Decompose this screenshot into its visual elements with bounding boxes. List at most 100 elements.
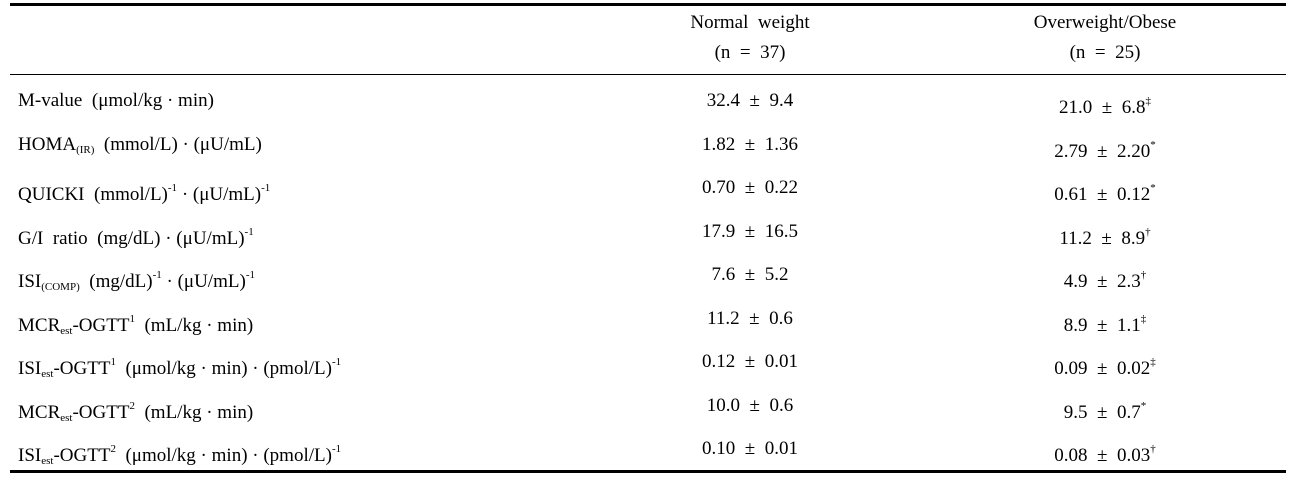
row-unit: (mg/dL): [79, 271, 153, 292]
row-unit: (mmol/L) · (μU/mL): [94, 133, 262, 155]
row-label-superscript: 2: [129, 399, 135, 412]
overweight-obese-cell: 0.09 ± 0.02‡: [960, 340, 1250, 391]
overweight-obese-value: 11.2 ± 8.9: [1059, 227, 1146, 249]
overweight-obese-value: 9.5 ± 0.7: [1063, 401, 1141, 423]
row-label: ISIest-OGTT1 (μmol/kg · min) · (pmol/L)-…: [18, 340, 341, 396]
row-unit: (μmol/kg · min): [82, 90, 214, 111]
row-label-subscript: (IR): [76, 143, 95, 156]
row-label-main: MCR: [18, 401, 61, 423]
significance-mark: *: [1150, 138, 1156, 151]
overweight-obese-value: 0.61 ± 0.12: [1054, 184, 1151, 205]
significance-mark: ‡: [1145, 95, 1151, 107]
table-row: ISIest-OGTT2 (μmol/kg · min) · (pmol/L)-…: [0, 427, 1294, 471]
row-label-main: ISI: [18, 445, 42, 466]
row-label-main: G/I ratio: [18, 227, 88, 249]
table-row: MCRest-OGTT2 (mL/kg · min) 10.0 ± 0.6 9.5 …: [0, 384, 1294, 428]
row-label-suffix: -OGTT: [72, 314, 130, 336]
row-label-superscript: 2: [110, 443, 116, 455]
row-label-main: MCR: [18, 314, 61, 336]
row-unit-exponent: -1: [167, 182, 178, 194]
normal-weight-value: 11.2 ± 0.6: [707, 307, 793, 329]
row-label: QUICKI (mmol/L)-1 · (μU/mL)-1: [18, 166, 270, 217]
row-label-subscript: est: [60, 324, 73, 337]
overweight-obese-value: 0.09 ± 0.02: [1054, 358, 1151, 379]
row-unit: (μmol/kg · min) · (pmol/L): [115, 445, 332, 466]
row-label: MCRest-OGTT1 (mL/kg · min): [18, 297, 253, 353]
row-label-main: ISI: [18, 271, 42, 292]
significance-mark: *: [1150, 182, 1156, 194]
row-unit: (mL/kg · min): [134, 314, 254, 336]
table-row: QUICKI (mmol/L)-1 · (μU/mL)-1 0.70 ± 0.22…: [0, 166, 1294, 210]
row-unit-part2: · (μU/mL): [177, 184, 262, 205]
normal-weight-value: 0.10 ± 0.01: [702, 438, 798, 459]
row-label-main: ISI: [18, 358, 42, 379]
normal-weight-value: 0.70 ± 0.22: [702, 177, 798, 198]
row-unit-exponent: -1: [152, 269, 162, 281]
row-unit-part2-exponent: -1: [261, 182, 271, 194]
overweight-obese-cell: 4.9 ± 2.3†: [960, 253, 1250, 304]
overweight-obese-cell: 0.08 ± 0.03†: [960, 427, 1250, 478]
overweight-obese-cell: 0.61 ± 0.12*: [960, 166, 1250, 217]
overweight-obese-value: 21.0 ± 6.8: [1059, 97, 1146, 118]
row-label: ISI(COMP) (mg/dL)-1 · (μU/mL)-1: [18, 253, 255, 309]
header-normal-weight-title: Normal weight: [690, 12, 810, 33]
row-unit: (mg/dL) · (μU/mL): [87, 227, 245, 249]
overweight-obese-cell: 9.5 ± 0.7*: [960, 384, 1250, 435]
row-label-superscript: 1: [129, 312, 135, 325]
normal-weight-value: 7.6 ± 5.2: [711, 264, 789, 285]
row-label: ISIest-OGTT2 (μmol/kg · min) · (pmol/L)-…: [18, 427, 341, 483]
row-label-subscript: (COMP): [41, 281, 80, 293]
row-label-suffix: -OGTT: [53, 445, 111, 466]
overweight-obese-value: 8.9 ± 1.1: [1063, 314, 1141, 336]
row-unit-part2: · (μU/mL): [161, 271, 246, 292]
significance-mark: *: [1140, 399, 1147, 412]
table-row: ISIest-OGTT1 (μmol/kg · min) · (pmol/L)-…: [0, 340, 1294, 384]
row-unit-exponent: -1: [244, 225, 254, 238]
overweight-obese-value: 4.9 ± 2.3: [1063, 271, 1141, 292]
overweight-obese-cell: 8.9 ± 1.1‡: [960, 297, 1250, 348]
header-normal-weight: Normal weight (n = 37): [600, 8, 900, 68]
significance-mark: †: [1150, 443, 1156, 455]
row-label-main: QUICKI: [18, 184, 85, 205]
row-label: MCRest-OGTT2 (mL/kg · min): [18, 384, 253, 440]
significance-mark: ‡: [1150, 356, 1156, 368]
header-overweight-obese-title: Overweight/Obese: [1033, 12, 1177, 33]
row-label: G/I ratio (mg/dL) · (μU/mL)-1: [18, 210, 254, 261]
significance-mark: †: [1140, 269, 1147, 281]
table-row: ISI(COMP) (mg/dL)-1 · (μU/mL)-1 7.6 ± 5.2…: [0, 253, 1294, 297]
row-label-suffix: -OGTT: [72, 401, 130, 423]
significance-mark: †: [1145, 225, 1151, 238]
header-overweight-obese-n: (n = 25): [1069, 42, 1141, 63]
row-label-main: HOMA: [18, 133, 77, 155]
overweight-obese-value: 0.08 ± 0.03: [1054, 445, 1151, 466]
overweight-obese-value: 2.79 ± 2.20: [1054, 140, 1151, 162]
table-bottom-rule: [10, 470, 1286, 473]
overweight-obese-cell: 21.0 ± 6.8‡: [960, 79, 1250, 130]
row-unit-exponent: -1: [331, 356, 342, 368]
row-unit: (μmol/kg · min) · (pmol/L): [115, 358, 332, 379]
row-unit-part2-exponent: -1: [245, 269, 255, 281]
row-unit: (mmol/L): [84, 184, 168, 205]
row-label-subscript: est: [60, 411, 73, 424]
header-overweight-obese: Overweight/Obese (n = 25): [960, 8, 1250, 68]
normal-weight-value: 10.0 ± 0.6: [706, 394, 794, 416]
normal-weight-value: 32.4 ± 9.4: [706, 90, 794, 111]
row-label-suffix: -OGTT: [53, 358, 111, 379]
row-label-subscript: est: [41, 455, 54, 467]
row-label-superscript: 1: [110, 356, 116, 368]
row-label-main: M-value: [18, 90, 83, 111]
normal-weight-value: 17.9 ± 16.5: [702, 220, 798, 242]
significance-mark: ‡: [1140, 312, 1147, 325]
row-label-subscript: est: [41, 368, 54, 380]
table-row: MCRest-OGTT1 (mL/kg · min) 11.2 ± 0.6 8.9 …: [0, 297, 1294, 341]
overweight-obese-cell: 11.2 ± 8.9†: [960, 210, 1250, 261]
table-row: M-value (μmol/kg · min) 32.4 ± 9.4 21.0 ± …: [0, 79, 1294, 123]
row-label: HOMA(IR) (mmol/L) · (μU/mL): [18, 123, 262, 172]
overweight-obese-cell: 2.79 ± 2.20*: [960, 123, 1250, 174]
table-row: HOMA(IR) (mmol/L) · (μU/mL) 1.82 ± 1.36 2.…: [0, 123, 1294, 167]
normal-weight-value: 1.82 ± 1.36: [702, 133, 798, 155]
row-label: M-value (μmol/kg · min): [18, 79, 214, 123]
table-header-rule: [10, 74, 1286, 75]
table-top-rule: [10, 3, 1286, 6]
row-unit: (mL/kg · min): [134, 401, 254, 423]
